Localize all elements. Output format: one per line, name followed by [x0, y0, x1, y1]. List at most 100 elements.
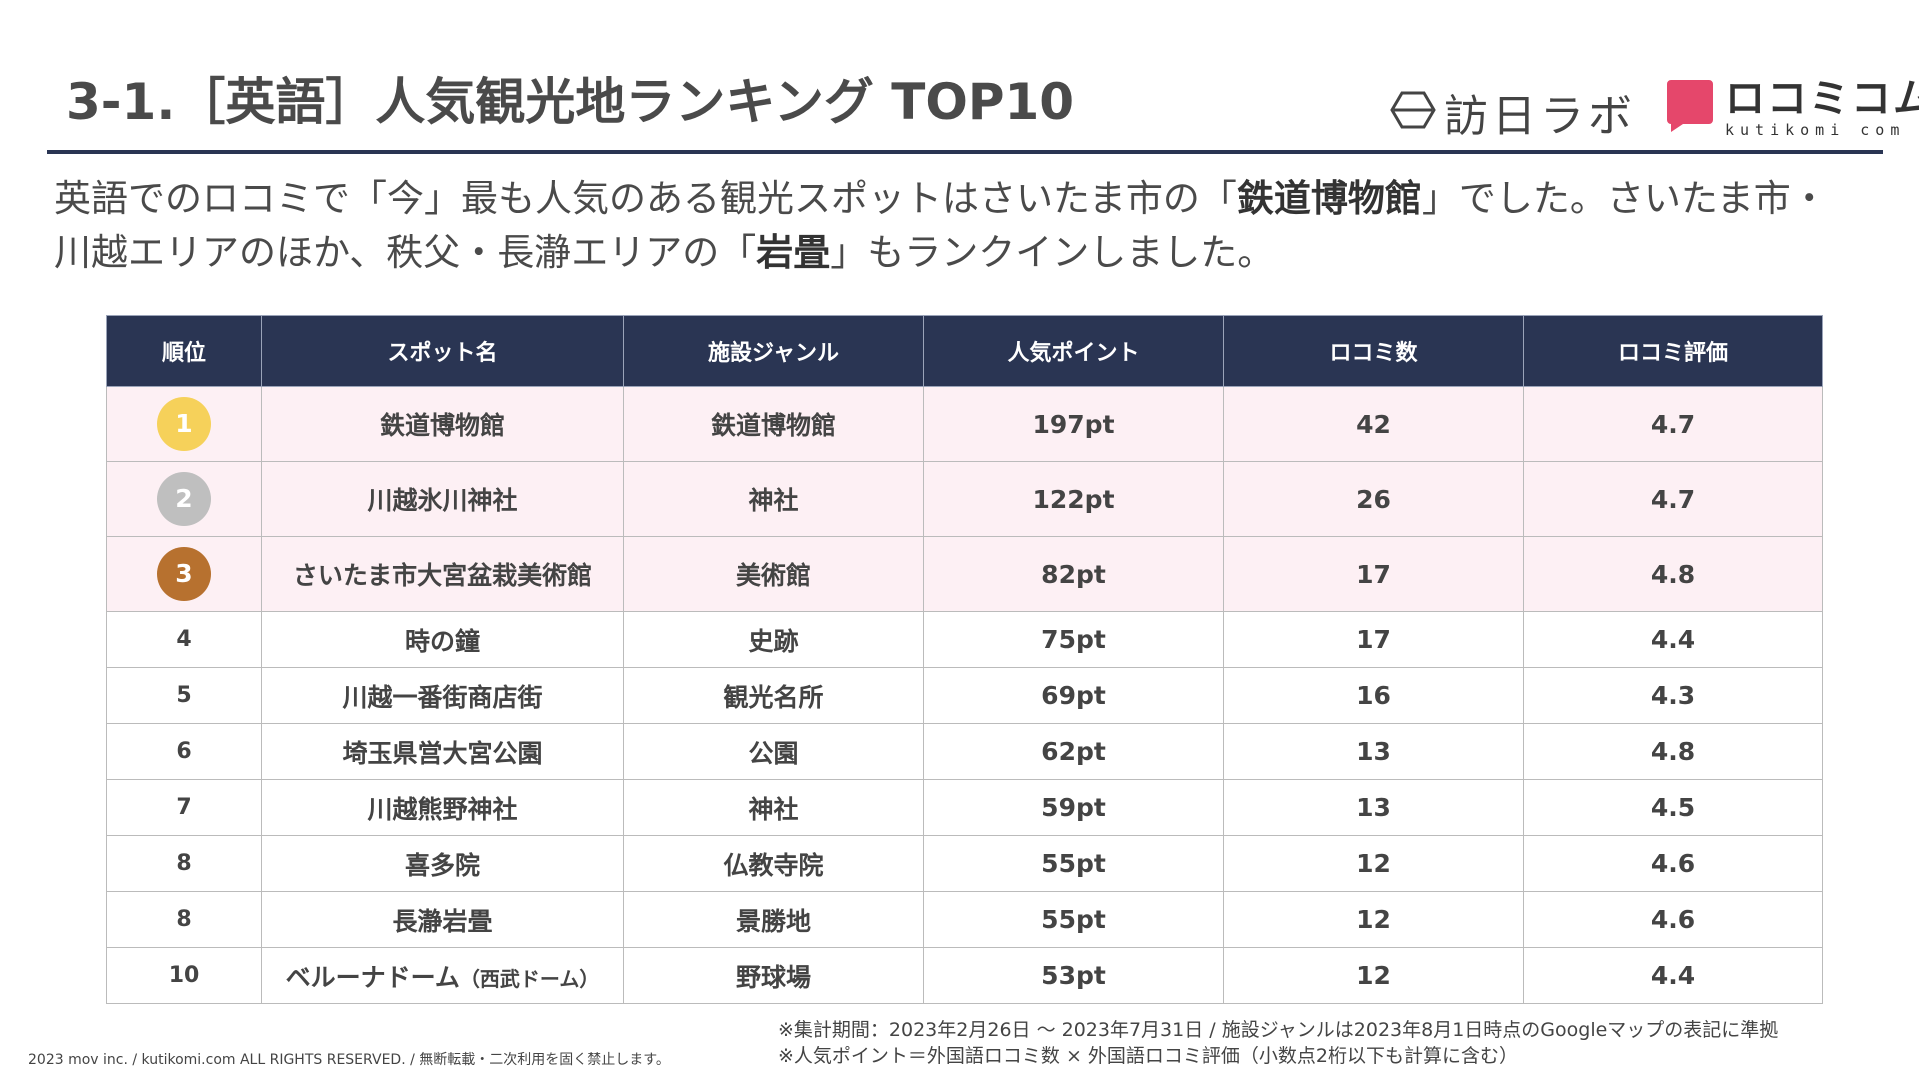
spot-name-cell: 喜多院	[261, 835, 624, 892]
rating-cell: 4.8	[1523, 536, 1823, 612]
lead-highlight: 鉄道博物館	[1236, 177, 1422, 220]
ranking-table: 順位 スポット名 施設ジャンル 人気ポイント ロコミ数 ロコミ評価 1 鉄道博物…	[106, 315, 1823, 1004]
points-cell: 62pt	[923, 723, 1224, 780]
points-cell: 55pt	[923, 835, 1224, 892]
points-cell: 82pt	[923, 536, 1224, 612]
rating-cell: 4.7	[1523, 386, 1823, 462]
spot-name-cell: 鉄道博物館	[261, 386, 624, 462]
table-row: 7 川越熊野神社 神社 59pt 13 4.5	[106, 779, 1823, 836]
rating-cell: 4.6	[1523, 835, 1823, 892]
kutikomi-wordmark: ロコミコム	[1725, 75, 1919, 122]
points-cell: 122pt	[923, 461, 1224, 537]
spot-name-cell: 川越熊野神社	[261, 779, 624, 836]
points-cell: 75pt	[923, 611, 1224, 668]
footnotes: ※集計期間：2023年2月26日 〜 2023年7月31日 / 施設ジャンルは2…	[778, 1017, 1778, 1069]
page-title: 3-1.［英語］人気観光地ランキング TOP10	[66, 73, 1075, 131]
genre-cell: 鉄道博物館	[623, 386, 924, 462]
points-cell: 55pt	[923, 891, 1224, 948]
count-cell: 12	[1223, 835, 1524, 892]
count-cell: 16	[1223, 667, 1524, 724]
lead-text: 英語でのロコミで「今」最も人気のある観光スポットはさいたま市の「	[54, 177, 1237, 220]
gold-medal-badge: 1	[157, 397, 211, 451]
table-row: 3 さいたま市大宮盆栽美術館 美術館 82pt 17 4.8	[106, 536, 1823, 612]
spot-name-cell: 埼玉県営大宮公園	[261, 723, 624, 780]
rating-cell: 4.6	[1523, 891, 1823, 948]
spot-name-cell: 川越一番街商店街	[261, 667, 624, 724]
lead-text: 」もランクインしました。	[830, 231, 1275, 274]
rating-cell: 4.4	[1523, 611, 1823, 668]
genre-cell: 景勝地	[623, 891, 924, 948]
count-cell: 17	[1223, 536, 1524, 612]
count-cell: 42	[1223, 386, 1524, 462]
points-cell: 53pt	[923, 947, 1224, 1004]
rating-cell: 4.4	[1523, 947, 1823, 1004]
rank-cell: 7	[106, 779, 262, 836]
spot-name-cell: 時の鐘	[261, 611, 624, 668]
title-divider	[47, 150, 1883, 154]
spot-name-subtext: （西武ドーム）	[459, 966, 600, 991]
houjin-lab-wordmark: 訪日ラボ	[1444, 91, 1636, 142]
kutikomi-subtext: kutikomi com	[1725, 120, 1906, 139]
points-cell: 69pt	[923, 667, 1224, 724]
spot-name-cell: ベルーナドーム（西武ドーム）	[261, 947, 624, 1004]
header-review-count: ロコミ数	[1223, 315, 1524, 387]
table-row: 8 長瀞岩畳 景勝地 55pt 12 4.6	[106, 891, 1823, 948]
count-cell: 13	[1223, 723, 1524, 780]
header-rank: 順位	[106, 315, 262, 387]
table-row: 8 喜多院 仏教寺院 55pt 12 4.6	[106, 835, 1823, 892]
table-row: 5 川越一番街商店街 観光名所 69pt 16 4.3	[106, 667, 1823, 724]
rating-cell: 4.7	[1523, 461, 1823, 537]
footnote-period: ※集計期間：2023年2月26日 〜 2023年7月31日 / 施設ジャンルは2…	[778, 1019, 1779, 1041]
genre-cell: 野球場	[623, 947, 924, 1004]
count-cell: 17	[1223, 611, 1524, 668]
silver-medal-badge: 2	[157, 472, 211, 526]
count-cell: 12	[1223, 947, 1524, 1004]
lead-highlight: 岩畳	[756, 231, 831, 274]
table-header-row: 順位 スポット名 施設ジャンル 人気ポイント ロコミ数 ロコミ評価	[106, 315, 1823, 387]
speech-bubble-icon	[1665, 78, 1715, 138]
genre-cell: 神社	[623, 461, 924, 537]
genre-cell: 公園	[623, 723, 924, 780]
points-cell: 59pt	[923, 779, 1224, 836]
rank-cell: 8	[106, 835, 262, 892]
copyright-text: 2023 mov inc. / kutikomi.com ALL RIGHTS …	[28, 1052, 670, 1068]
rank-cell: 8	[106, 891, 262, 948]
table-row: 4 時の鐘 史跡 75pt 17 4.4	[106, 611, 1823, 668]
rating-cell: 4.3	[1523, 667, 1823, 724]
points-cell: 197pt	[923, 386, 1224, 462]
lead-paragraph: 英語でのロコミで「今」最も人気のある観光スポットはさいたま市の「鉄道博物館」でし…	[54, 172, 1854, 280]
rank-cell: 6	[106, 723, 262, 780]
genre-cell: 史跡	[623, 611, 924, 668]
genre-cell: 美術館	[623, 536, 924, 612]
count-cell: 26	[1223, 461, 1524, 537]
bronze-medal-badge: 3	[157, 547, 211, 601]
houjin-lab-logo: 訪日ラボ	[1390, 80, 1636, 144]
spot-name-cell: さいたま市大宮盆栽美術館	[261, 536, 624, 612]
genre-cell: 神社	[623, 779, 924, 836]
count-cell: 13	[1223, 779, 1524, 836]
rank-cell: 3	[106, 536, 262, 612]
header-points: 人気ポイント	[923, 315, 1224, 387]
header-spot-name: スポット名	[261, 315, 624, 387]
rating-cell: 4.5	[1523, 779, 1823, 836]
lead-text: 」でした。さいたま市・川越エリアのほか、秩父・長瀞エリアの「	[54, 177, 1828, 274]
hexagon-icon	[1390, 90, 1436, 134]
table-row: 1 鉄道博物館 鉄道博物館 197pt 42 4.7	[106, 386, 1823, 462]
spot-name-cell: 川越氷川神社	[261, 461, 624, 537]
rank-cell: 1	[106, 386, 262, 462]
rank-cell: 5	[106, 667, 262, 724]
rank-cell: 4	[106, 611, 262, 668]
genre-cell: 仏教寺院	[623, 835, 924, 892]
count-cell: 12	[1223, 891, 1524, 948]
footnote-points-formula: ※人気ポイント＝外国語ロコミ数 × 外国語ロコミ評価（小数点2桁以下も計算に含む…	[778, 1045, 1519, 1067]
table-row: 2 川越氷川神社 神社 122pt 26 4.7	[106, 461, 1823, 537]
rank-cell: 2	[106, 461, 262, 537]
spot-name-text: ベルーナドーム	[285, 962, 460, 992]
rank-cell: 10	[106, 947, 262, 1004]
kutikomi-logo: ロコミコム kutikomi com	[1665, 78, 1919, 138]
header-genre: 施設ジャンル	[623, 315, 924, 387]
table-row: 6 埼玉県営大宮公園 公園 62pt 13 4.8	[106, 723, 1823, 780]
rating-cell: 4.8	[1523, 723, 1823, 780]
genre-cell: 観光名所	[623, 667, 924, 724]
table-row: 10 ベルーナドーム（西武ドーム） 野球場 53pt 12 4.4	[106, 947, 1823, 1004]
